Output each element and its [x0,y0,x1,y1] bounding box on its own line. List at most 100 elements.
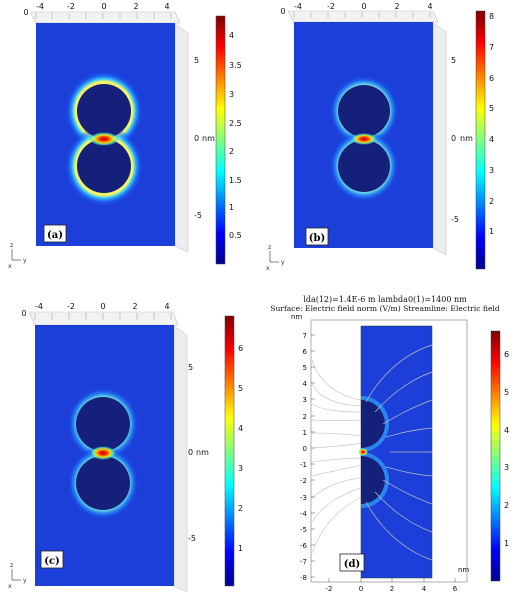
panel-b-triad-y: y [281,259,285,266]
panel-d-x-tick: 2 [390,585,394,593]
panel-c-x-tick: -2 [67,302,75,311]
panel-c-x-tick: 0 [100,302,105,311]
panel-d-x-tick: -2 [326,585,333,593]
panel-c-x-tick-labels: -4 -2 0 2 4 0 [21,302,169,318]
panel-b-x-tick: -4 [294,2,302,11]
panel-d-streamlines-right [365,344,433,561]
panel-c-y-tick: 5 [188,363,193,372]
panel-d-title-line1: lda(12)=1.4E-6 m lambda0(1)=1400 nm [303,295,467,304]
panel-b-colorbar-ticks: 8 7 6 5 4 3 2 1 [489,12,494,236]
panel-c-upper-particle [76,397,130,451]
panel-a-label-box [43,224,67,243]
panel-b-cbar-tick: 6 [489,74,494,83]
panel-a-gap-hotspot [89,132,119,146]
panel-a-x-tick: -2 [67,2,75,11]
panel-a-y-tick: 0 [194,134,199,143]
panel-c-cbar-tick: 1 [238,544,243,553]
panel-c-label-box [40,550,64,569]
panel-a-cbar-tick: 1.5 [229,176,242,185]
panel-a-y-tick-labels: 5 0 nm -5 [194,56,215,220]
panel-d-cbar-tick: 5 [504,388,509,397]
panel-c-cbar-tick: 2 [238,504,243,513]
panel-b-x-tick: 4 [427,2,432,11]
panel-b-cbar-tick: 8 [489,12,494,21]
panel-a-cbar-tick: 4 [229,31,234,40]
panel-d-colorbar-ticks: 6 5 4 3 2 1 [504,350,509,548]
panel-c-lower-particle [76,456,130,510]
panel-b-x-tick-labels: -4 -2 0 2 4 0 [280,2,432,16]
panel-d-y-tick: -1 [300,461,307,469]
panel-d-x-tick: 0 [359,585,363,593]
panel-c-top-ruler [34,313,172,320]
panel-d-y-tick: -4 [300,510,308,518]
panel-c-cbar-tick: 6 [238,344,243,353]
panel-c-y-tick-labels: 5 0 nm -5 [188,363,209,543]
panel-a-x-tick-labels: -4 -2 0 2 4 0 [23,2,169,17]
panel-a-lower-particle [77,139,131,193]
panel-c-y-tick: -5 [188,534,196,543]
panel-b-y-tick-labels: 5 0 nm -5 [451,56,473,224]
panel-d-colorbar [490,330,501,582]
panel-b-colorbar [475,10,486,270]
panel-b-label-box [305,227,329,246]
panel-d-label-box [339,553,365,572]
panel-d-cbar-tick: 6 [504,350,509,359]
panel-a-x-tick: 2 [133,2,138,11]
panel-a-upper-particle [77,84,131,138]
panel-c-colorbar-ticks: 6 5 4 3 2 1 [238,344,243,553]
panel-a-triad-z: z [10,242,13,249]
panel-a-top-face [29,11,181,24]
panel-b-axis-triad: z y x [266,244,285,272]
panel-c-x-tick: 4 [164,302,169,311]
panel-b-x-tick: 0 [361,2,366,11]
panel-b-upper-particle [338,85,390,137]
panel-d-lower-particle [361,456,385,504]
panel-a: -4 -2 0 2 4 0 5 0 nm -5 4 3.5 3 2.5 2 1.… [8,2,242,270]
panel-d-x-tick: 6 [453,585,458,593]
panel-d-y-tick: 7 [303,332,307,340]
panel-b-lower-particle [338,140,390,192]
panel-b-corner-tick: 0 [280,7,285,16]
panel-d-y-tick: -3 [300,494,307,502]
panel-a-side-face [174,23,189,253]
panel-d-y-tick: 3 [303,396,307,404]
panel-d-cbar-tick: 2 [504,501,509,510]
panel-a-triad-y: y [23,257,27,264]
panel-a-cbar-tick: 0.5 [229,231,242,240]
panel-d-x-tick-labels: -2 0 2 4 6 [326,585,458,593]
panel-d-y-tick: -2 [300,477,307,485]
panel-c: -4 -2 0 2 4 0 5 0 nm -5 6 5 4 3 2 1 z y … [8,302,243,593]
panel-d-y-tick: -8 [300,574,307,582]
panel-c-cbar-tick: 5 [238,384,243,393]
panel-b-x-tick: -2 [327,2,335,11]
panel-a-colorbar [215,15,226,265]
panel-d-y-tick-labels: 7 6 5 4 3 2 1 0 -1 -2 -3 -4 -5 -6 -7 -8 [300,332,308,582]
panel-b-label: (b) [309,233,325,244]
panel-a-cbar-tick: 3.5 [229,61,242,70]
panel-c-colorbar [224,315,235,587]
panel-b-y-tick: -5 [451,215,459,224]
panel-d-y-unit: nm [291,313,302,321]
panel-a-y-tick: 5 [194,56,199,65]
panel-d-cbar-tick: 1 [504,539,509,548]
panel-d: lda(12)=1.4E-6 m lambda0(1)=1400 nm Surf… [270,295,509,593]
panel-a-corner-tick: 0 [23,8,28,17]
panel-d-y-tick: -6 [300,542,308,550]
panel-d-y-tick: 5 [303,364,307,372]
panel-d-x-tick: 4 [422,585,427,593]
panel-a-y-tick: -5 [194,211,202,220]
panel-d-y-tick: 2 [303,413,307,421]
panel-b-triad-z: z [268,244,271,251]
panel-c-unit: nm [196,448,209,457]
panel-c-corner-tick: 0 [21,309,26,318]
panel-d-title-line2: Surface: Electric field norm (V/m) Strea… [270,304,500,313]
panel-c-label: (c) [44,556,60,567]
panel-d-x-unit: nm [458,566,469,574]
panel-c-triad-z: z [10,562,13,569]
panel-c-top-face [28,311,179,326]
panel-a-triad-x: x [8,263,12,270]
panel-c-x-tick: -4 [35,302,43,311]
panel-c-triad-y: y [23,577,27,584]
panel-d-label: (d) [344,559,360,570]
